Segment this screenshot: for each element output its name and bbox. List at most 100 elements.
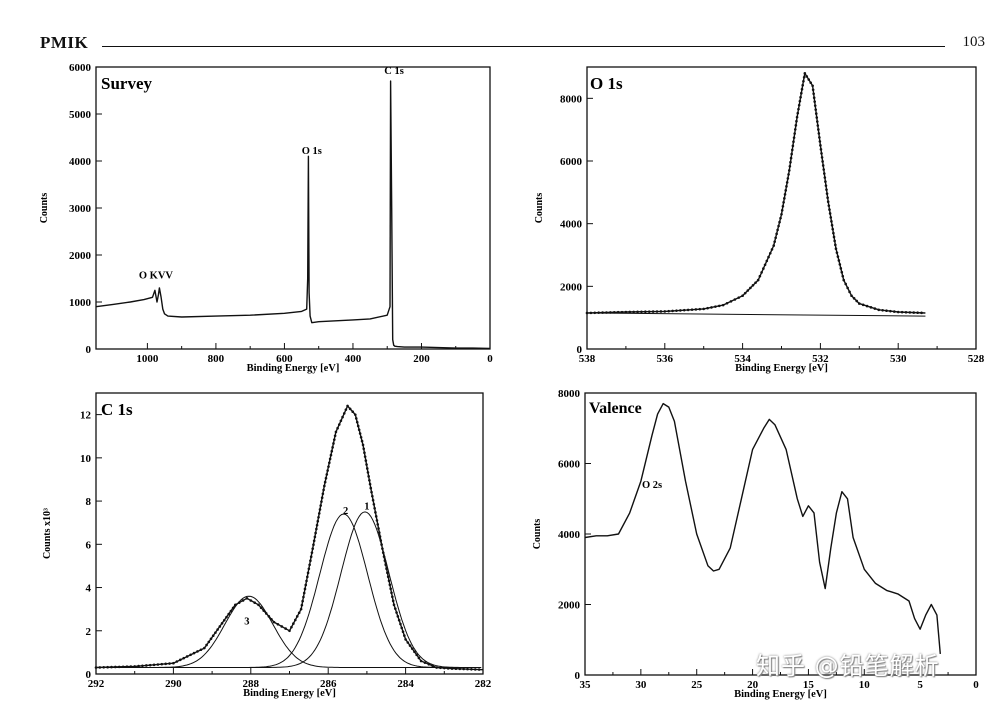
data-point — [253, 601, 256, 604]
y-tick-label: 12 — [80, 410, 92, 422]
data-point — [330, 449, 334, 453]
data-point — [392, 603, 396, 607]
data-point — [401, 630, 405, 634]
data-point — [825, 188, 828, 191]
data-point — [326, 469, 329, 472]
data-point — [237, 601, 241, 604]
data-point — [809, 81, 812, 84]
data-point — [833, 239, 836, 243]
data-point — [822, 168, 826, 171]
data-point — [280, 625, 284, 628]
plot-frame — [586, 66, 977, 350]
data-point — [632, 310, 635, 314]
data-point — [767, 255, 770, 259]
data-point — [114, 665, 117, 669]
y-tick-label: 0 — [86, 344, 92, 356]
data-point — [390, 591, 393, 595]
data-point — [667, 309, 670, 313]
data-point — [881, 308, 884, 312]
data-point — [341, 415, 344, 419]
data-point — [663, 310, 667, 313]
data-point — [620, 310, 624, 314]
data-point — [791, 144, 795, 148]
data-point — [413, 650, 416, 654]
peak-annotation: O KVV — [139, 271, 174, 282]
data-point — [209, 637, 213, 641]
data-point — [830, 220, 833, 223]
x-tick-label: 536 — [657, 353, 674, 365]
y-tick-label: 4000 — [69, 156, 92, 168]
data-point — [729, 300, 733, 303]
data-point — [199, 648, 203, 652]
data-point — [624, 310, 628, 314]
data-point — [203, 646, 206, 650]
data-point — [234, 603, 237, 607]
data-point — [803, 71, 807, 75]
x-tick-label: 10 — [859, 679, 871, 691]
x-tick-label: 532 — [812, 353, 829, 365]
data-point — [828, 212, 832, 215]
data-point — [205, 643, 208, 647]
data-point — [125, 665, 129, 668]
data-point — [332, 442, 335, 445]
y-tick-label: 4000 — [560, 219, 583, 231]
data-point — [710, 306, 713, 309]
data-point — [694, 308, 698, 311]
data-point — [133, 665, 136, 668]
data-point — [737, 296, 741, 299]
data-point — [900, 310, 904, 314]
data-point — [310, 551, 314, 554]
y-tick-label: 10 — [80, 453, 92, 465]
peak-annotation: 2 — [343, 506, 348, 517]
data-point — [820, 152, 823, 155]
data-point — [321, 492, 325, 496]
data-point — [141, 664, 144, 668]
data-point — [355, 420, 359, 424]
data-point — [813, 100, 816, 103]
data-point — [175, 660, 179, 663]
data-point — [178, 658, 182, 662]
data-point — [314, 531, 317, 535]
data-point — [690, 308, 694, 311]
data-point — [805, 75, 809, 78]
data-point — [840, 270, 844, 274]
data-point — [348, 407, 352, 411]
data-point — [659, 310, 663, 313]
data-point — [783, 197, 786, 200]
data-point — [311, 547, 315, 550]
data-point — [820, 156, 824, 159]
data-point — [443, 666, 446, 670]
data-point — [259, 606, 263, 610]
series-line — [95, 80, 491, 350]
data-point — [306, 571, 310, 575]
data-point — [220, 622, 224, 625]
data-point — [751, 283, 755, 287]
data-point — [389, 587, 392, 591]
data-point — [798, 99, 802, 103]
data-point — [192, 651, 196, 655]
data-point — [388, 583, 392, 587]
data-point — [827, 204, 831, 207]
data-point — [784, 189, 788, 192]
data-point — [196, 650, 199, 653]
data-point — [834, 247, 838, 251]
data-point — [819, 144, 822, 147]
y-tick-label: 2000 — [558, 600, 581, 612]
data-point — [815, 116, 819, 119]
data-point — [249, 599, 253, 602]
data-point — [222, 618, 226, 622]
data-point — [216, 628, 219, 631]
data-point — [466, 667, 469, 671]
data-point — [815, 120, 819, 123]
data-point — [148, 663, 152, 667]
header-rule — [102, 46, 945, 47]
data-point — [315, 527, 318, 531]
data-point — [152, 663, 156, 667]
data-point — [324, 476, 328, 480]
data-point — [675, 309, 678, 312]
data-point — [370, 490, 373, 494]
data-point — [309, 559, 312, 563]
data-point — [379, 539, 383, 542]
data-point — [309, 555, 313, 559]
data-point — [354, 417, 358, 420]
